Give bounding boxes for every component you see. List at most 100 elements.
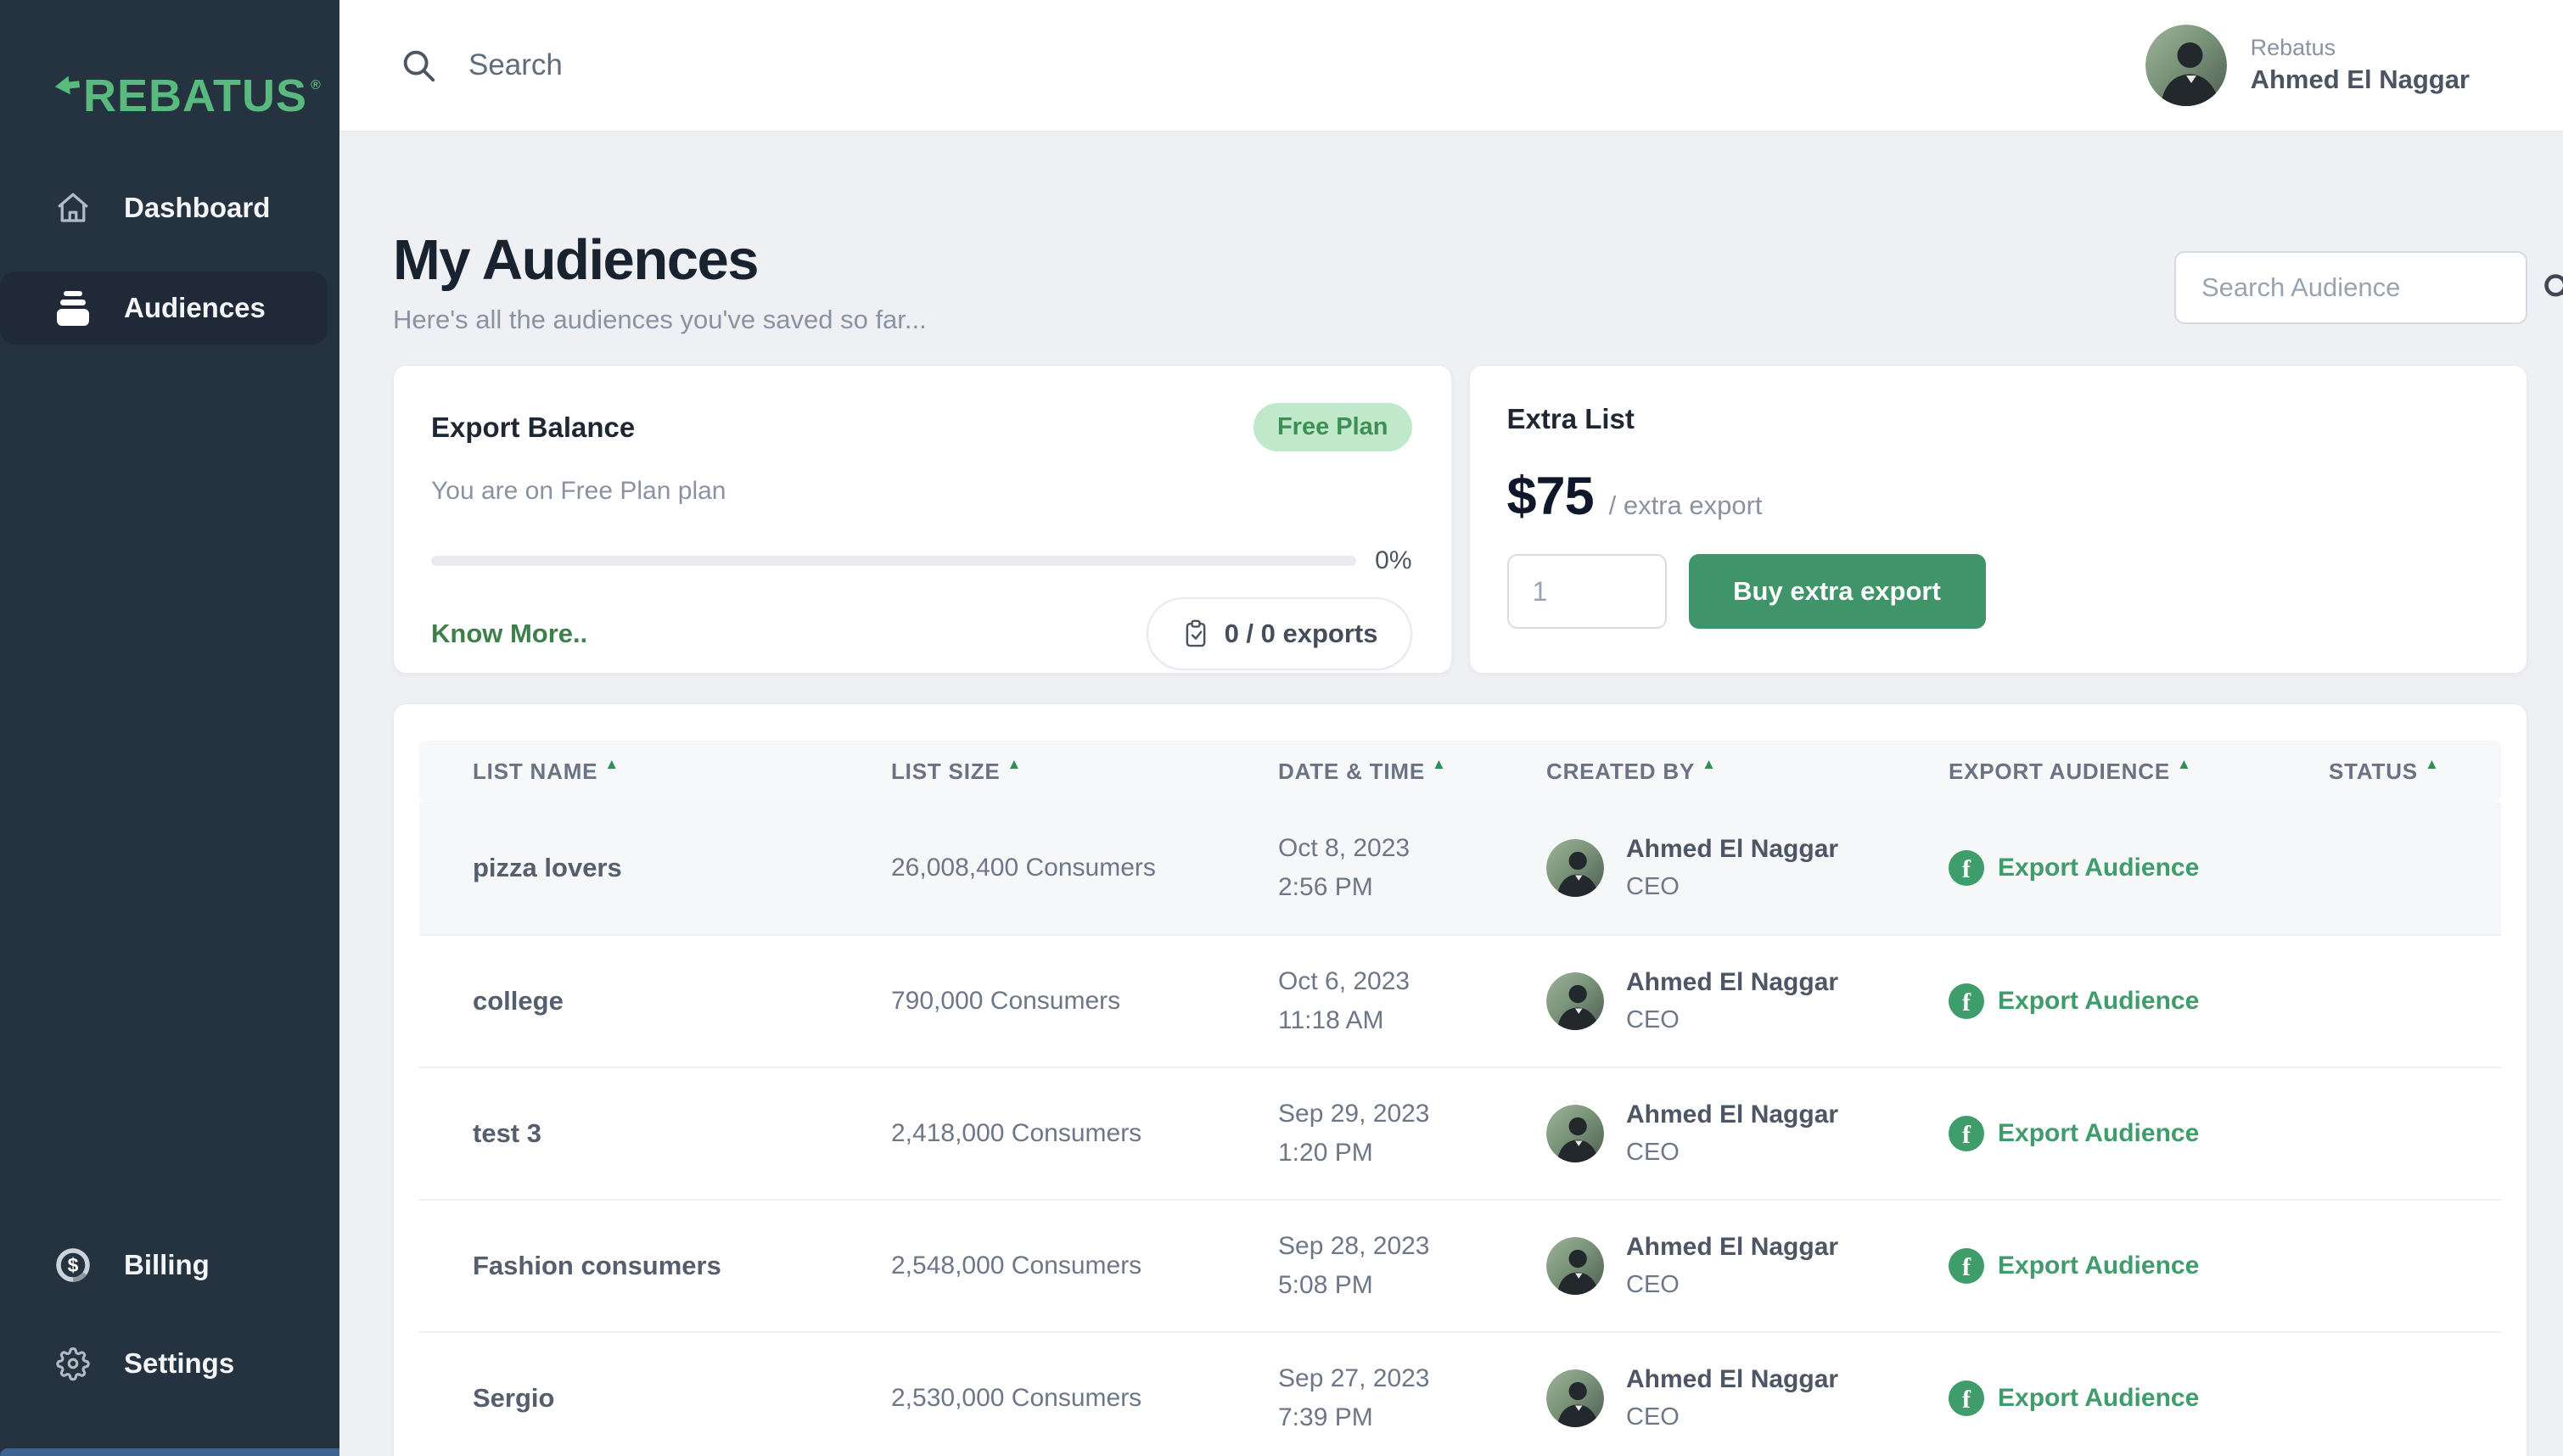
facebook-icon: f	[1949, 983, 1984, 1019]
sidebar-item-label: Billing	[124, 1249, 210, 1280]
back-arrow-icon	[53, 73, 93, 102]
created-by-cell: Ahmed El Naggar CEO	[1493, 1096, 1895, 1171]
user-company: Rebatus	[2250, 35, 2336, 61]
sidebar-bottom-nav: $ Billing Settings	[0, 1229, 339, 1400]
table-row[interactable]: test 3 2,418,000 Consumers Sep 29, 2023 …	[419, 1067, 2501, 1199]
list-name-cell: test 3	[473, 1118, 541, 1148]
extra-export-price: $75	[1506, 467, 1595, 526]
svg-text:$: $	[68, 1254, 79, 1276]
table-row[interactable]: Sergio 2,530,000 Consumers Sep 27, 2023 …	[419, 1331, 2501, 1456]
search-icon[interactable]	[2540, 270, 2563, 305]
table-row[interactable]: Fashion consumers 2,548,000 Consumers Se…	[419, 1199, 2501, 1331]
column-header-list-name[interactable]: LIST NAME ▲	[473, 756, 620, 784]
price-suffix: / extra export	[1608, 490, 1763, 520]
page-subtitle: Here's all the audiences you've saved so…	[393, 305, 927, 334]
column-header-list-size[interactable]: LIST SIZE ▲	[891, 756, 1023, 784]
date-time-cell: Sep 27, 2023 7:39 PM	[1225, 1359, 1493, 1437]
user-profile[interactable]: Rebatus Ahmed El Naggar	[2145, 25, 2470, 106]
facebook-icon: f	[1949, 1380, 1984, 1416]
created-by-cell: Ahmed El Naggar CEO	[1493, 1361, 1895, 1436]
date-value: Oct 8, 2023	[1278, 834, 1410, 862]
table-row[interactable]: college 790,000 Consumers Oct 6, 2023 11…	[419, 934, 2501, 1067]
creator-role: CEO	[1626, 873, 1680, 900]
global-search	[399, 46, 2145, 85]
date-time-cell: Sep 28, 2023 5:08 PM	[1225, 1227, 1493, 1305]
sidebar-item-label: Dashboard	[124, 192, 271, 223]
export-audience-link[interactable]: f Export Audience	[1949, 983, 2199, 1019]
global-search-input[interactable]	[468, 48, 1232, 82]
creator-name: Ahmed El Naggar	[1626, 1365, 1839, 1393]
date-value: Oct 6, 2023	[1278, 967, 1410, 995]
export-audience-cell: f Export Audience	[1895, 1248, 2275, 1284]
sidebar-item-label: Settings	[124, 1347, 235, 1379]
created-by-cell: Ahmed El Naggar CEO	[1493, 964, 1895, 1039]
gear-icon	[54, 1345, 92, 1382]
topbar: Rebatus Ahmed El Naggar	[339, 0, 2563, 132]
sidebar-item-dashboard[interactable]: Dashboard	[0, 171, 328, 244]
home-icon	[54, 190, 92, 226]
audiences-stack-icon	[54, 290, 92, 326]
sort-asc-icon: ▲	[2176, 756, 2192, 772]
time-value: 5:08 PM	[1278, 1271, 1373, 1299]
date-time-cell: Oct 6, 2023 11:18 AM	[1225, 962, 1493, 1040]
export-balance-title: Export Balance	[431, 411, 636, 443]
facebook-icon: f	[1949, 1248, 1984, 1284]
list-size-cell: 790,000 Consumers	[891, 987, 1121, 1015]
sort-asc-icon: ▲	[1007, 756, 1023, 772]
time-value: 7:39 PM	[1278, 1403, 1373, 1431]
table-row[interactable]: pizza lovers 26,008,400 Consumers Oct 8,…	[419, 802, 2501, 934]
creator-avatar	[1546, 972, 1604, 1030]
quantity-input[interactable]	[1506, 554, 1667, 629]
exports-counter-button[interactable]: 0 / 0 exports	[1146, 597, 1412, 670]
list-name-cell: Sergio	[473, 1383, 555, 1413]
sidebar-item-label: Audiences	[124, 292, 266, 323]
plan-badge: Free Plan	[1253, 403, 1412, 451]
sidebar-item-billing[interactable]: $ Billing	[0, 1229, 328, 1302]
export-audience-link[interactable]: f Export Audience	[1949, 1380, 2199, 1416]
list-name-cell: Fashion consumers	[473, 1251, 721, 1280]
sidebar: REBATUS ® Dashboard Audiences	[0, 0, 339, 1456]
page-title: My Audiences	[393, 228, 760, 292]
list-size-cell: 2,530,000 Consumers	[891, 1384, 1142, 1412]
creator-avatar	[1546, 839, 1604, 897]
creator-role: CEO	[1626, 1139, 1680, 1166]
export-audience-link[interactable]: f Export Audience	[1949, 1116, 2199, 1151]
chat-widget-corner[interactable]	[0, 1448, 339, 1456]
column-header-status[interactable]: STATUS ▲	[2329, 756, 2440, 784]
sidebar-item-audiences[interactable]: Audiences	[0, 272, 328, 344]
registered-mark: ®	[311, 78, 321, 92]
table-header: LIST NAME ▲ LIST SIZE ▲ DATE & TIME ▲ CR…	[419, 741, 2501, 802]
list-name-cell: college	[473, 986, 564, 1016]
date-time-cell: Sep 29, 2023 1:20 PM	[1225, 1095, 1493, 1173]
time-value: 11:18 AM	[1278, 1006, 1384, 1034]
column-header-export-audience[interactable]: EXPORT AUDIENCE ▲	[1949, 756, 2192, 784]
facebook-icon: f	[1949, 1116, 1984, 1151]
export-audience-link[interactable]: f Export Audience	[1949, 850, 2199, 886]
brand-logo[interactable]: REBATUS ®	[0, 0, 339, 119]
sidebar-item-settings[interactable]: Settings	[0, 1327, 328, 1400]
date-value: Sep 28, 2023	[1278, 1232, 1430, 1260]
audience-search-input[interactable]	[2201, 272, 2540, 303]
export-balance-card: Export Balance Free Plan You are on Free…	[393, 365, 1452, 674]
created-by-cell: Ahmed El Naggar CEO	[1493, 831, 1895, 905]
clipboard-check-icon	[1181, 619, 1211, 649]
sort-asc-icon: ▲	[1431, 756, 1447, 772]
column-header-date-time[interactable]: DATE & TIME ▲	[1278, 756, 1447, 784]
creator-role: CEO	[1626, 1271, 1680, 1298]
sort-asc-icon: ▲	[604, 756, 620, 772]
creator-avatar	[1546, 1105, 1604, 1162]
extra-list-title: Extra List	[1506, 403, 1635, 434]
know-more-link[interactable]: Know More..	[431, 619, 588, 648]
dollar-circle-icon: $	[54, 1246, 92, 1284]
main-content: My Audiences Here's all the audiences yo…	[339, 132, 2563, 1456]
time-value: 2:56 PM	[1278, 873, 1373, 901]
date-time-cell: Oct 8, 2023 2:56 PM	[1225, 829, 1493, 907]
facebook-icon: f	[1949, 850, 1984, 886]
column-header-created-by[interactable]: CREATED BY ▲	[1546, 756, 1717, 784]
export-audience-link[interactable]: f Export Audience	[1949, 1248, 2199, 1284]
buy-extra-export-button[interactable]: Buy extra export	[1688, 554, 1986, 629]
list-size-cell: 2,418,000 Consumers	[891, 1119, 1142, 1147]
creator-name: Ahmed El Naggar	[1626, 1100, 1839, 1128]
progress-percent: 0%	[1375, 546, 1412, 574]
export-audience-cell: f Export Audience	[1895, 1380, 2275, 1416]
